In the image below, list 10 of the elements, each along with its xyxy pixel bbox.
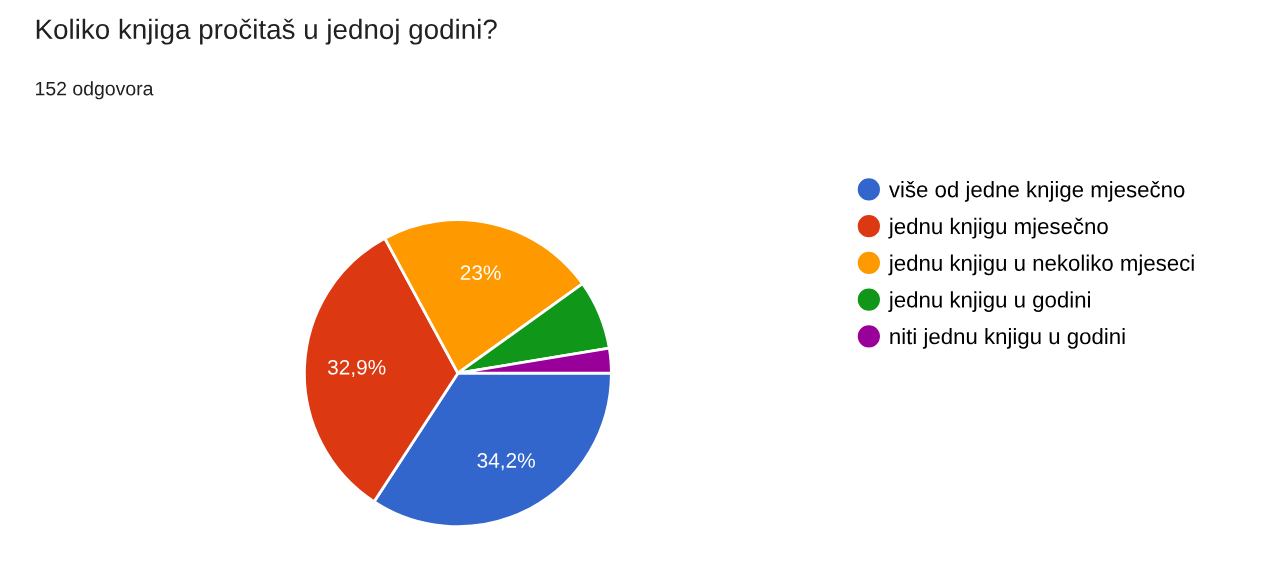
- legend-label: jednu knjigu u godini: [888, 291, 1090, 313]
- legend-label: jednu knjigu mjesečno: [888, 217, 1108, 239]
- chart-title: Koliko knjiga pročitaš u jednoj godini?: [36, 18, 497, 45]
- data-label: 32,9%: [327, 359, 386, 378]
- data-label: 23%: [460, 265, 501, 281]
- legend-label: niti jednu knjigu u godini: [890, 328, 1125, 349]
- text: 152 odgovora: [36, 81, 154, 100]
- data-label: 34,2%: [477, 453, 535, 471]
- legend-label: jednu knjigu u nekoliko mjeseci: [888, 254, 1194, 276]
- legend-label: više od jedne knjige mjesečno: [888, 181, 1185, 202]
